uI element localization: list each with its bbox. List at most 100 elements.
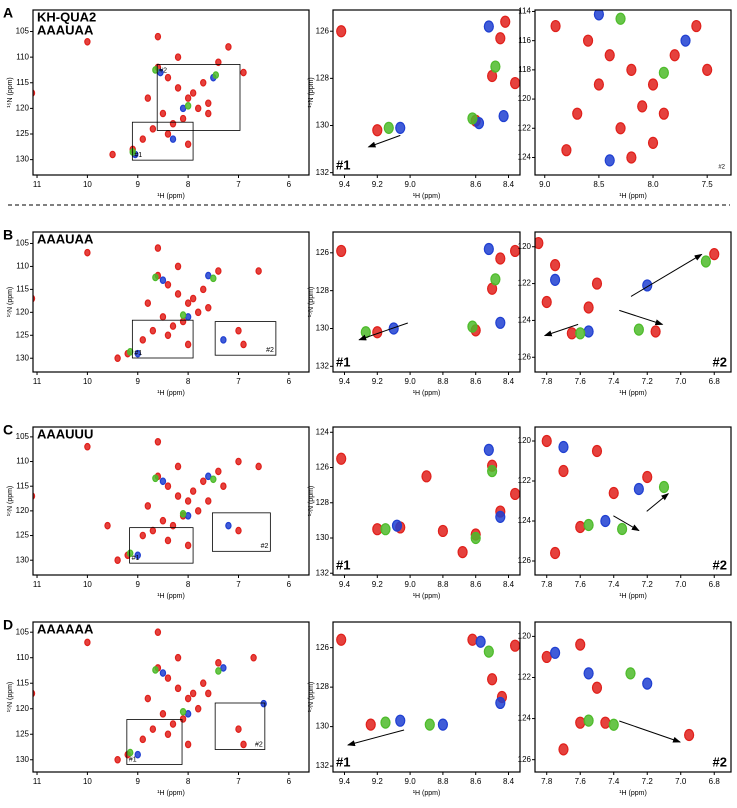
peak [467, 633, 478, 646]
peak [152, 273, 159, 282]
region-label: #1 [336, 557, 350, 572]
peak [159, 276, 167, 284]
plot-frame [534, 426, 732, 576]
y-tick-label: 130 [316, 722, 330, 731]
peak [437, 718, 449, 731]
plot-frame [32, 621, 310, 773]
peak [205, 472, 212, 481]
peak [144, 502, 152, 510]
peak [114, 354, 121, 363]
peak [626, 63, 637, 76]
y-tick-label: 110 [16, 457, 29, 466]
peak [600, 716, 611, 729]
peak [189, 294, 197, 303]
region-label: #2 [713, 354, 727, 369]
x-axis-label: ¹H (ppm) [157, 593, 185, 600]
inset-box [131, 121, 194, 161]
peak [558, 743, 569, 756]
x-tick-label: 11 [33, 580, 42, 589]
x-tick-label: 9.0 [405, 580, 417, 589]
y-tick-label: 118 [518, 65, 531, 74]
peak [487, 673, 498, 686]
peak [558, 464, 569, 478]
x-tick-label: 11 [33, 377, 42, 386]
peak [572, 107, 583, 120]
y-tick-label: 128 [316, 73, 330, 82]
y-tick-label: 128 [316, 286, 330, 295]
peak [495, 32, 506, 45]
peak [164, 130, 172, 138]
peak [388, 322, 399, 335]
y-tick-label: 120 [518, 631, 532, 640]
peak [149, 725, 157, 733]
inset-box [126, 719, 183, 765]
y-tick-label: 120 [518, 436, 532, 445]
peak [184, 740, 192, 749]
peak [380, 523, 391, 536]
peak [255, 462, 262, 471]
peak [205, 497, 212, 505]
x-tick-label: 8.4 [503, 377, 515, 386]
x-axis-label: ¹H (ppm) [619, 593, 647, 600]
x-tick-label: 9.2 [372, 377, 384, 386]
panel-label: C [3, 422, 13, 438]
y-tick-label: 116 [518, 36, 531, 45]
peak [617, 522, 628, 536]
inset-label: #1 [132, 555, 140, 562]
x-tick-label: 8.4 [503, 580, 515, 589]
x-tick-label: 7 [236, 377, 241, 386]
peak [615, 122, 626, 135]
peak [179, 715, 187, 723]
x-tick-label: 10 [83, 180, 92, 189]
peak [483, 645, 494, 658]
peak [225, 43, 232, 51]
peak [495, 316, 506, 329]
peak [658, 480, 670, 494]
x-tick-label: 8 [186, 777, 191, 786]
x-tick-label: 9.2 [372, 777, 384, 786]
peak [642, 470, 653, 484]
peak [149, 125, 157, 133]
peak [500, 15, 511, 28]
peak [164, 730, 172, 739]
sample-label: AAAUUU [37, 426, 93, 441]
peak [159, 313, 167, 321]
peak [164, 280, 172, 289]
plot-frame [332, 621, 521, 773]
inset-label: #1 [134, 152, 142, 159]
plot-area [33, 628, 267, 764]
peak [200, 285, 207, 294]
plot-area [541, 638, 695, 756]
peak [541, 434, 552, 448]
peak [194, 704, 202, 713]
y-tick-label: 105 [16, 432, 30, 441]
y-tick-label: 128 [316, 682, 330, 691]
peak [152, 474, 159, 483]
peak [700, 255, 711, 268]
peak [179, 317, 187, 326]
x-tick-label: 9.0 [405, 777, 417, 786]
y-tick-label: 122 [518, 123, 532, 132]
x-tick-label: 7.4 [608, 580, 620, 589]
peak [550, 19, 561, 33]
plot-area [33, 244, 262, 363]
sample-label: AAAAAA [37, 621, 94, 636]
peak [642, 677, 653, 690]
y-tick-label: 120 [518, 242, 532, 251]
y-tick-label: 115 [16, 78, 29, 87]
peak [179, 707, 187, 716]
peak [154, 437, 162, 446]
y-tick-label: 125 [16, 531, 30, 540]
inset-box [214, 321, 277, 356]
shift-arrow [619, 309, 664, 326]
y-tick-label: 110 [16, 262, 29, 271]
peak [600, 514, 611, 528]
peak [134, 349, 141, 358]
x-tick-label: 9.0 [539, 180, 551, 189]
peak [127, 748, 134, 757]
peak [205, 109, 212, 118]
peak [169, 135, 177, 143]
peak [174, 290, 182, 298]
peak [144, 694, 152, 703]
